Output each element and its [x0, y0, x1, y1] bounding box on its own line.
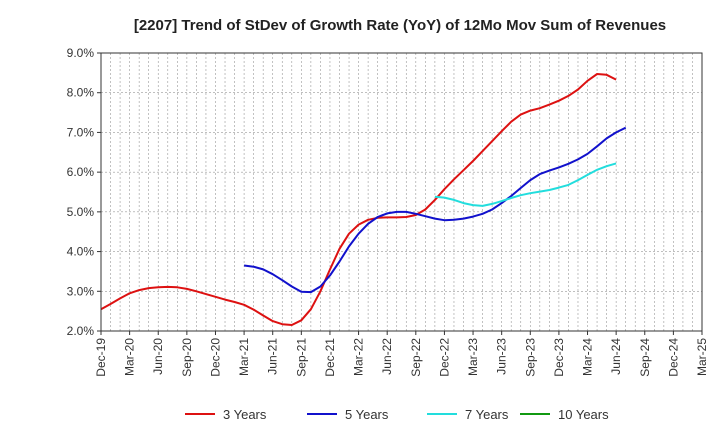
legend-label-7-years: 7 Years [465, 407, 509, 422]
y-tick-label: 5.0% [67, 205, 95, 219]
x-tick-label: Mar-24 [581, 338, 595, 376]
x-tick-label: Jun-22 [380, 338, 394, 375]
legend-label-10-years: 10 Years [558, 407, 609, 422]
series-line-3-years [100, 73, 617, 326]
y-tick-label: 3.0% [67, 284, 95, 298]
x-tick-label: Sep-24 [638, 338, 652, 377]
x-tick-label: Dec-23 [552, 338, 566, 377]
x-tick-label: Sep-22 [409, 338, 423, 377]
y-axis: 2.0% 3.0% 4.0% 5.0% 6.0% 7.0% 8.0% 9.0% [67, 46, 101, 338]
legend: 3 Years 5 Years 7 Years 10 Years [185, 407, 609, 422]
x-tick-label: Dec-20 [208, 338, 222, 377]
y-tick-label: 7.0% [67, 125, 95, 139]
x-axis: Dec-19 Mar-20 Jun-20 Sep-20 Dec-20 Mar-21 Jun-… [94, 331, 709, 377]
x-tick-label: Dec-19 [94, 338, 108, 377]
x-tick-label: Jun-24 [609, 338, 623, 375]
plot-frame [100, 52, 703, 332]
x-tick-label: Jun-23 [495, 338, 509, 375]
x-tick-label: Mar-20 [123, 338, 137, 376]
x-tick-label: Mar-21 [237, 338, 251, 376]
x-tick-label: Dec-21 [323, 338, 337, 377]
x-tick-label: Sep-23 [523, 338, 537, 377]
x-tick-label: Jun-20 [151, 338, 165, 375]
x-tick-label: Mar-23 [466, 338, 480, 376]
legend-label-5-years: 5 Years [345, 407, 389, 422]
x-tick-label: Mar-25 [695, 338, 709, 376]
x-tick-label: Mar-22 [352, 338, 366, 376]
series-lines [100, 73, 627, 326]
legend-label-3-years: 3 Years [223, 407, 267, 422]
x-tick-label: Dec-24 [666, 338, 680, 377]
series-line-7-years [434, 162, 617, 207]
series-line-5-years [243, 126, 627, 294]
chart-title: [2207] Trend of StDev of Growth Rate (Yo… [134, 17, 666, 34]
x-tick-label: Jun-21 [266, 338, 280, 375]
y-tick-label: 2.0% [67, 324, 95, 338]
y-tick-label: 6.0% [67, 165, 95, 179]
x-tick-label: Dec-22 [437, 338, 451, 377]
x-tick-label: Sep-20 [180, 338, 194, 377]
y-tick-label: 4.0% [67, 245, 95, 259]
y-tick-label: 8.0% [67, 86, 95, 100]
y-tick-label: 9.0% [67, 46, 95, 60]
x-tick-label: Sep-21 [294, 338, 308, 377]
